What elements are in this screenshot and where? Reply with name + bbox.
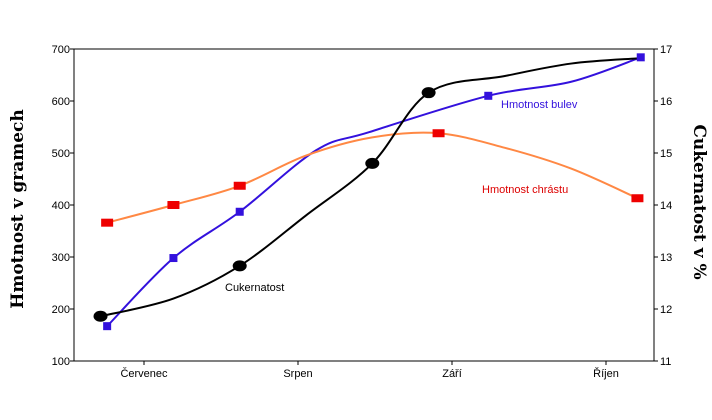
x-tick-label: Červenec — [120, 367, 168, 380]
marker-cukernatost — [365, 157, 380, 169]
y-left-tick-label: 200 — [52, 304, 70, 316]
y-right-tick-label: 16 — [660, 96, 672, 108]
y-left-tick-label: 600 — [52, 96, 70, 108]
marker-hmotnost-bulev — [169, 254, 178, 263]
y-axis-left-label: Hmotnost v gramech — [8, 109, 28, 308]
series-markers — [93, 53, 645, 331]
y-left-tick-label: 500 — [52, 148, 70, 160]
annotations: Hmotnost bulev Hmotnost chrástu Cukernatos… — [225, 99, 578, 294]
y-left-tick-label: 300 — [52, 252, 70, 264]
marker-hmotnost-bulev — [235, 207, 244, 216]
y-left-tick-label: 700 — [52, 44, 70, 56]
y-right-tick-label: 14 — [660, 200, 672, 212]
y-right-tick-label: 17 — [660, 44, 672, 56]
y-right-tick-label: 15 — [660, 148, 672, 160]
marker-hmotnost-bulev — [636, 53, 645, 62]
series-annotation: Cukernatost — [225, 282, 284, 294]
marker-hmotnost-chrastu — [432, 129, 445, 138]
marker-cukernatost — [421, 87, 436, 99]
marker-cukernatost — [93, 310, 108, 322]
tick-labels: 100 200 300 400 500 600 700 11 12 13 14 15 16 17 Červe… — [52, 44, 673, 380]
y-left-tick-label: 400 — [52, 200, 70, 212]
series-annotation: Hmotnost chrástu — [482, 184, 568, 196]
series-line-hmotnost-chrastu — [106, 131, 638, 224]
series-annotation: Hmotnost bulev — [501, 99, 578, 111]
marker-hmotnost-bulev — [484, 91, 493, 100]
y-axis-right-label: Cukernatost v % — [689, 124, 709, 279]
marker-cukernatost — [232, 260, 247, 272]
y-right-tick-label: 13 — [660, 252, 672, 264]
marker-hmotnost-chrastu — [167, 201, 180, 209]
x-tick-label: Srpen — [283, 368, 312, 380]
series-line-hmotnost-bulev — [106, 56, 642, 327]
y-right-tick-label: 12 — [660, 304, 672, 316]
y-left-tick-label: 100 — [52, 356, 70, 368]
axes — [70, 48, 658, 365]
x-tick-label: Říjen — [593, 367, 619, 380]
marker-hmotnost-bulev — [103, 322, 112, 331]
marker-hmotnost-chrastu — [101, 218, 114, 227]
x-tick-label: Září — [442, 368, 462, 380]
marker-hmotnost-chrastu — [631, 194, 644, 203]
plot-frame — [73, 48, 655, 362]
y-right-tick-label: 11 — [660, 356, 671, 368]
marker-hmotnost-chrastu — [233, 181, 246, 190]
